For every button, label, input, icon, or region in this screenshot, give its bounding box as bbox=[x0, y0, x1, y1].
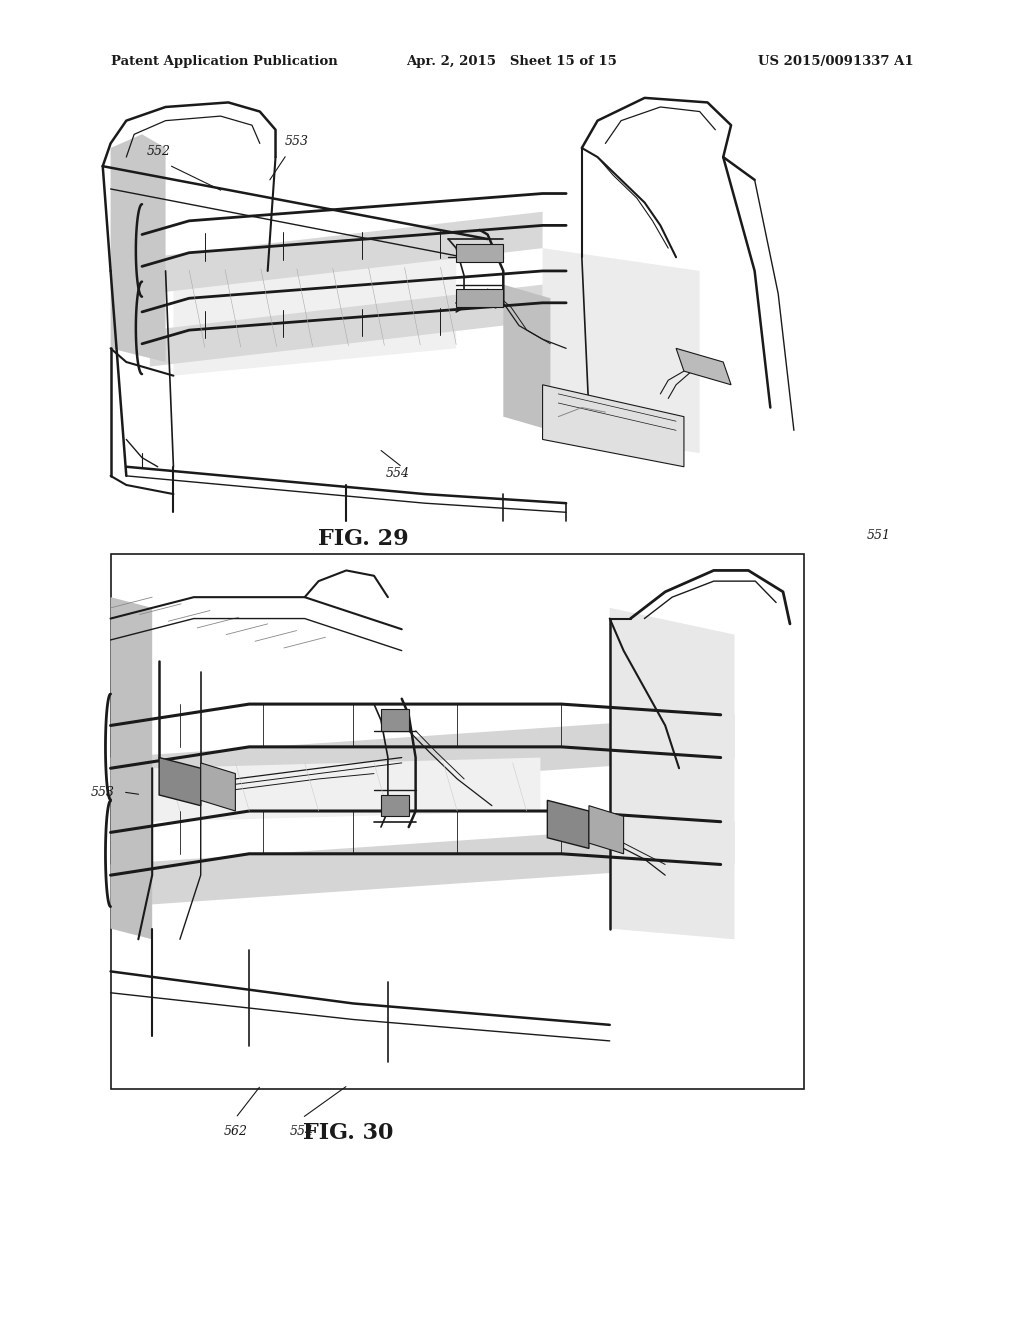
Text: 553: 553 bbox=[285, 135, 309, 148]
Polygon shape bbox=[111, 554, 804, 1089]
Polygon shape bbox=[150, 285, 543, 367]
Polygon shape bbox=[150, 211, 543, 294]
Polygon shape bbox=[111, 597, 153, 940]
Polygon shape bbox=[153, 758, 541, 821]
Text: US 2015/0091337 A1: US 2015/0091337 A1 bbox=[758, 55, 913, 67]
Polygon shape bbox=[456, 244, 504, 261]
Text: 562: 562 bbox=[223, 1125, 248, 1138]
Polygon shape bbox=[456, 289, 504, 308]
Polygon shape bbox=[159, 758, 201, 805]
Text: FIG. 29: FIG. 29 bbox=[318, 528, 409, 549]
Text: 551: 551 bbox=[866, 529, 891, 543]
Text: 553: 553 bbox=[90, 785, 115, 799]
Text: 554: 554 bbox=[385, 467, 410, 480]
Text: Apr. 2, 2015   Sheet 15 of 15: Apr. 2, 2015 Sheet 15 of 15 bbox=[407, 55, 617, 67]
Polygon shape bbox=[381, 709, 409, 731]
Polygon shape bbox=[504, 285, 551, 430]
Polygon shape bbox=[173, 239, 456, 376]
Polygon shape bbox=[381, 795, 409, 816]
Polygon shape bbox=[111, 135, 166, 362]
Polygon shape bbox=[548, 800, 589, 849]
Polygon shape bbox=[609, 607, 734, 940]
Text: 554: 554 bbox=[290, 1125, 314, 1138]
Polygon shape bbox=[676, 348, 731, 385]
Text: Patent Application Publication: Patent Application Publication bbox=[111, 55, 337, 67]
Text: FIG. 30: FIG. 30 bbox=[303, 1122, 393, 1143]
Text: 552: 552 bbox=[146, 145, 171, 158]
Polygon shape bbox=[589, 805, 624, 854]
Polygon shape bbox=[111, 715, 734, 800]
Polygon shape bbox=[543, 248, 699, 453]
Polygon shape bbox=[543, 385, 684, 467]
Polygon shape bbox=[111, 821, 734, 907]
Polygon shape bbox=[201, 763, 236, 810]
